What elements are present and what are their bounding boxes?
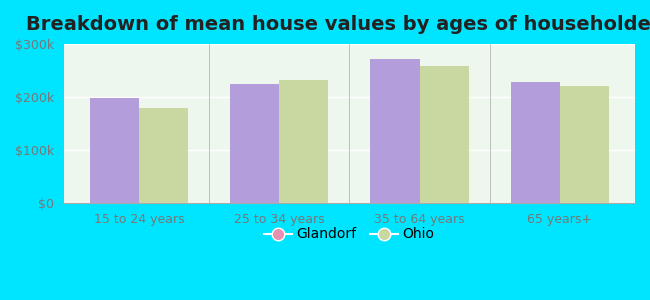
Bar — [560, 86, 609, 203]
Bar — [90, 98, 139, 203]
Bar — [420, 66, 469, 203]
Title: Breakdown of mean house values by ages of householders: Breakdown of mean house values by ages o… — [27, 15, 650, 34]
Legend: Glandorf, Ohio: Glandorf, Ohio — [259, 222, 440, 247]
Bar — [230, 84, 280, 203]
Bar — [370, 59, 420, 203]
Bar — [139, 107, 188, 203]
Bar — [511, 82, 560, 203]
Bar — [280, 80, 328, 203]
